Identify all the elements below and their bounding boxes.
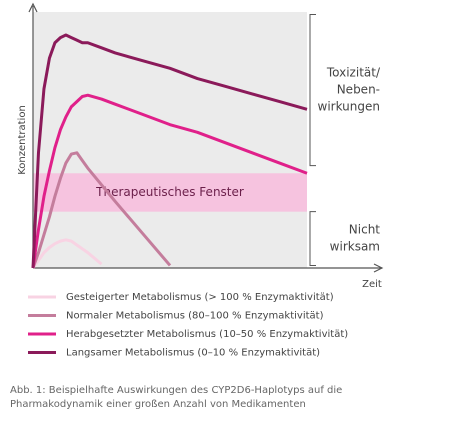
annotation-text: wirksam xyxy=(330,240,380,254)
annotation-text: Nicht xyxy=(349,223,381,237)
caption: Pharmakodynamik einer großen Anzahl von … xyxy=(10,399,306,410)
series-line xyxy=(31,238,103,269)
therapeutic-band xyxy=(33,173,307,212)
x-axis-label: Zeit xyxy=(362,279,382,290)
series-line xyxy=(31,93,308,269)
x-arrow xyxy=(373,263,384,273)
plot-background xyxy=(33,12,307,268)
annotation-text: Toxizität/ xyxy=(326,66,381,80)
series-line xyxy=(31,33,308,269)
annotation-text: Neben- xyxy=(337,83,380,97)
band-label: Therapeutisches Fenster xyxy=(95,185,244,199)
annotation-text: wirkungen xyxy=(318,100,380,114)
bracket xyxy=(309,211,316,266)
bracket xyxy=(309,14,316,167)
legend-label: Normaler Metabolismus (80–100 % Enzymakt… xyxy=(66,311,324,322)
legend-label: Langsamer Metabolismus (0–10 % Enzymakti… xyxy=(66,348,320,359)
legend-label: Herabgesetzter Metabolismus (10–50 % Enz… xyxy=(66,329,348,340)
caption: Abb. 1: Beispielhafte Auswirkungen des C… xyxy=(10,385,342,396)
series-line xyxy=(31,151,172,269)
y-arrow xyxy=(28,2,38,13)
y-axis-label: Konzentration xyxy=(17,105,28,175)
legend-label: Gesteigerter Metabolismus (> 100 % Enzym… xyxy=(66,292,334,303)
